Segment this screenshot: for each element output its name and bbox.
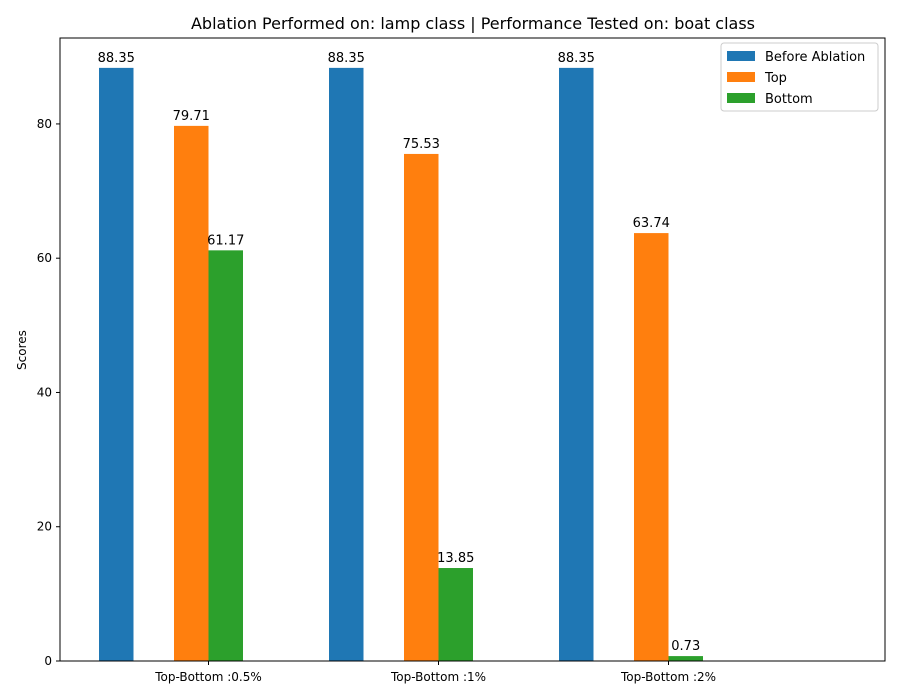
- data-label-0-1: 88.35: [328, 51, 365, 66]
- legend-swatch-2: [727, 93, 755, 103]
- legend-box: [720, 42, 879, 112]
- data-label-1-1: 75.53: [403, 137, 440, 152]
- y-axis-label: Scores: [15, 330, 29, 370]
- legend: Before Ablation Top Bottom: [720, 42, 879, 112]
- bar-2-2: [668, 656, 703, 661]
- bar-1-2: [634, 233, 669, 661]
- bar-0-1: [329, 67, 364, 662]
- bar-0-0: [99, 67, 134, 662]
- x-tick-label-0: Top-Bottom :0.5%: [154, 670, 262, 684]
- y-tick-label-2: 40: [37, 385, 52, 399]
- legend-label-2: Bottom: [765, 92, 813, 107]
- legend-label-1: Top: [764, 71, 787, 86]
- y-tick-label-0: 0: [44, 654, 52, 668]
- bar-2-0: [208, 250, 243, 662]
- bar-2-1: [438, 568, 473, 661]
- bar-1-0: [174, 125, 209, 661]
- chart-title: Ablation Performed on: lamp class | Perf…: [191, 14, 755, 33]
- y-tick-label-3: 60: [37, 251, 52, 265]
- legend-swatch-1: [727, 72, 755, 82]
- plot-frame: [59, 37, 886, 662]
- legend-label-0: Before Ablation: [765, 50, 865, 65]
- data-label-2-2: 0.73: [671, 639, 700, 654]
- data-label-1-2: 63.74: [633, 216, 670, 231]
- x-tick-label-1: Top-Bottom :1%: [390, 670, 486, 684]
- data-label-2-0: 61.17: [207, 233, 244, 248]
- y-tick-label-1: 20: [37, 520, 52, 534]
- data-label-2-1: 13.85: [437, 551, 474, 566]
- bar-0-2: [559, 67, 594, 662]
- data-label-0-2: 88.35: [558, 51, 595, 66]
- y-tick-label-4: 80: [37, 117, 52, 131]
- plot-area: 88.35 79.71 61.17 Top-Bottom :0.5% 88.35 75.5…: [37, 37, 886, 684]
- data-label-1-0: 79.71: [173, 109, 210, 124]
- bar-1-1: [404, 153, 439, 661]
- x-tick-label-2: Top-Bottom :2%: [620, 670, 716, 684]
- legend-swatch-0: [727, 51, 755, 61]
- data-label-0-0: 88.35: [98, 51, 135, 66]
